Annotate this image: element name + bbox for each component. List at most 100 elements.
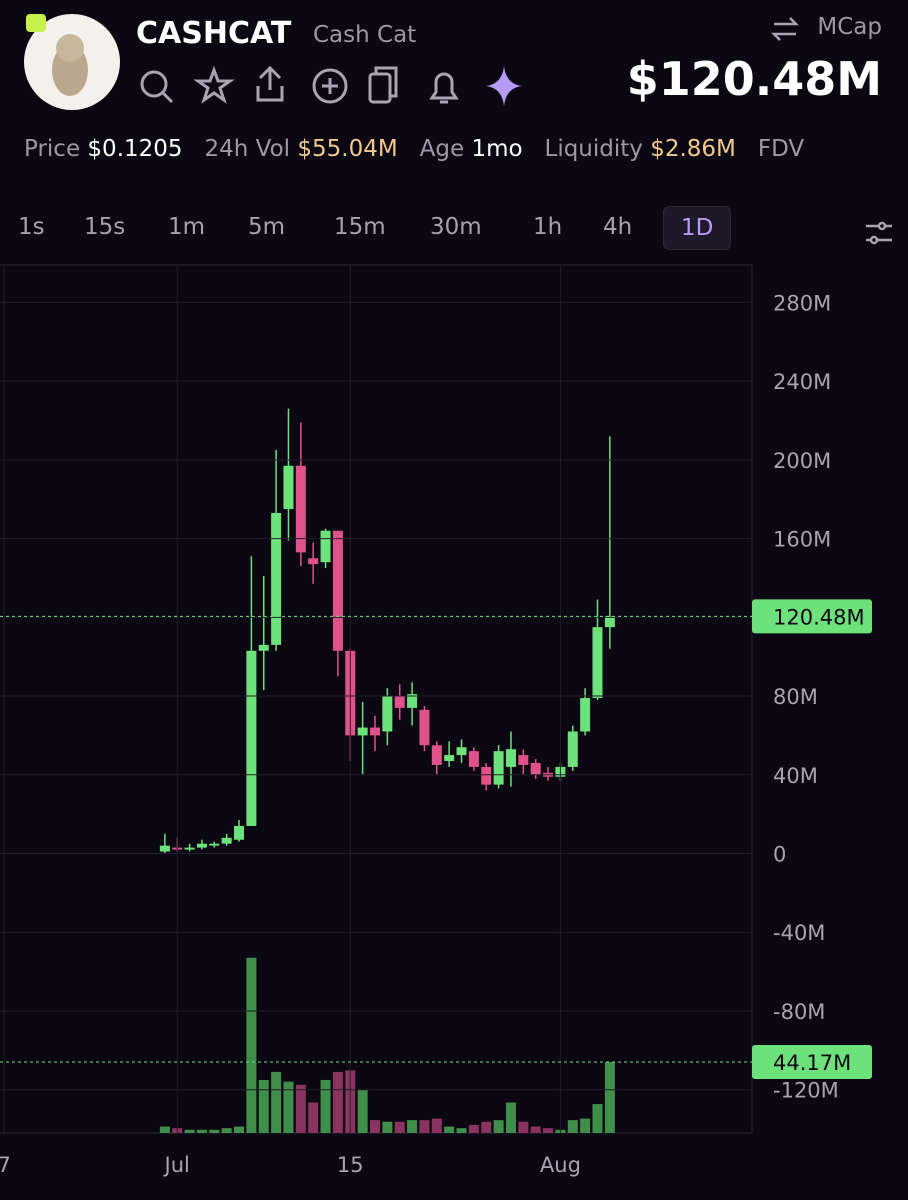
volume-bar xyxy=(332,1071,343,1133)
candle-body xyxy=(283,465,294,510)
price-label: 44.17M xyxy=(773,1051,851,1075)
volume-bar xyxy=(518,1121,529,1133)
candle-body xyxy=(505,749,516,767)
price-label: 120.48M xyxy=(773,605,865,629)
token-name: Cash Cat xyxy=(313,22,417,48)
volume-bar xyxy=(604,1062,615,1133)
candle-body xyxy=(431,745,442,765)
y-tick-label: 200M xyxy=(773,449,831,473)
volume-bar xyxy=(444,1126,455,1133)
mcap-label: MCap xyxy=(817,14,882,40)
candle-body xyxy=(394,696,405,708)
price-label-box xyxy=(752,599,872,634)
volume-bar xyxy=(246,957,257,1133)
volume-bar xyxy=(357,1089,368,1133)
stats-row: Price $0.1205 24h Vol $55.04M Age 1mo Li… xyxy=(24,136,804,162)
volume-bar xyxy=(530,1126,541,1133)
mcap-value: $120.48M xyxy=(626,52,882,106)
candle-body xyxy=(518,755,529,765)
y-tick-label: 240M xyxy=(773,370,831,394)
candle-body xyxy=(159,845,170,852)
stat-value: $2.86M xyxy=(650,136,736,162)
volume-bar xyxy=(567,1120,578,1133)
candle-body xyxy=(567,731,578,767)
volume-bar xyxy=(407,1120,418,1133)
timeframe-button[interactable]: 15m xyxy=(334,214,386,240)
candle-body xyxy=(184,847,195,850)
stat-value: $55.04M xyxy=(297,136,398,162)
x-tick-label: Aug xyxy=(540,1153,581,1177)
volume-bar xyxy=(580,1118,591,1133)
symbol: CASHCAT xyxy=(136,16,292,51)
candle-body xyxy=(234,825,245,840)
volume-bar xyxy=(196,1129,207,1133)
volume-bar xyxy=(308,1102,319,1133)
volume-bar xyxy=(493,1120,504,1133)
candle-body xyxy=(258,644,269,651)
y-tick-label: 280M xyxy=(773,291,831,315)
settings-icon[interactable] xyxy=(864,218,894,248)
candle-body xyxy=(320,530,331,563)
volume-bar xyxy=(382,1121,393,1133)
candle-body xyxy=(419,709,430,746)
y-tick-label: 40M xyxy=(773,764,818,788)
candle-body xyxy=(530,762,541,775)
candle-body xyxy=(246,650,257,826)
candle-body xyxy=(382,696,393,732)
y-tick-label: 0 xyxy=(773,843,786,867)
plot-area xyxy=(159,408,615,1133)
volume-bar xyxy=(295,1084,306,1133)
volume-bar xyxy=(271,1071,282,1133)
stat-label: FDV xyxy=(757,136,805,162)
timeframe-button[interactable]: 1h xyxy=(533,214,563,240)
volume-bar xyxy=(234,1126,245,1133)
x-tick-label: 7 xyxy=(0,1153,11,1177)
y-tick-label: 80M xyxy=(773,685,818,709)
stat-label: Liquidity xyxy=(544,136,643,162)
candle-body xyxy=(196,843,207,848)
candle-body xyxy=(370,727,380,736)
y-tick-label: -40M xyxy=(773,921,825,945)
candle-body xyxy=(357,727,368,736)
x-tick-label: Jul xyxy=(163,1153,190,1177)
timeframe-button[interactable]: 30m xyxy=(430,214,482,240)
candle-body xyxy=(468,751,479,767)
x-tick-label: 15 xyxy=(337,1153,364,1177)
price-label-box xyxy=(752,1045,872,1080)
stat-value: 1mo xyxy=(471,136,523,162)
stat-label: 24h Vol xyxy=(204,136,291,162)
action-icons[interactable] xyxy=(136,64,536,108)
y-tick-label: -80M xyxy=(773,1000,825,1024)
candle-body xyxy=(592,627,603,699)
volume-bar xyxy=(419,1120,430,1133)
avatar xyxy=(24,14,120,110)
timeframe-button[interactable]: 15s xyxy=(84,214,126,240)
volume-bar xyxy=(481,1121,492,1133)
candle-body xyxy=(271,513,282,645)
timeframe-button[interactable]: 4h xyxy=(603,214,633,240)
y-tick-label: -120M xyxy=(773,1079,839,1103)
candle-body xyxy=(407,694,418,708)
swap-icon[interactable] xyxy=(770,16,800,42)
volume-bar xyxy=(159,1126,170,1133)
stat-label: Age xyxy=(419,136,465,162)
volume-bar xyxy=(431,1118,442,1133)
volume-bar xyxy=(394,1121,405,1133)
volume-bar xyxy=(184,1129,195,1133)
candle-body xyxy=(456,747,467,756)
timeframe-button[interactable]: 1s xyxy=(18,214,45,240)
stat-value: $0.1205 xyxy=(87,136,183,162)
timeframe-button[interactable]: 5m xyxy=(248,214,286,240)
timeframe-button[interactable]: 1m xyxy=(168,214,206,240)
candle-body xyxy=(481,766,492,785)
candle-body xyxy=(209,843,220,846)
volume-bar xyxy=(221,1128,232,1133)
volume-bar xyxy=(258,1079,269,1133)
timeframe-button[interactable]: 1D xyxy=(663,206,732,250)
candle-body xyxy=(308,558,319,565)
candle-body xyxy=(221,837,232,844)
candle-body xyxy=(332,530,343,651)
candle-body xyxy=(444,755,455,761)
